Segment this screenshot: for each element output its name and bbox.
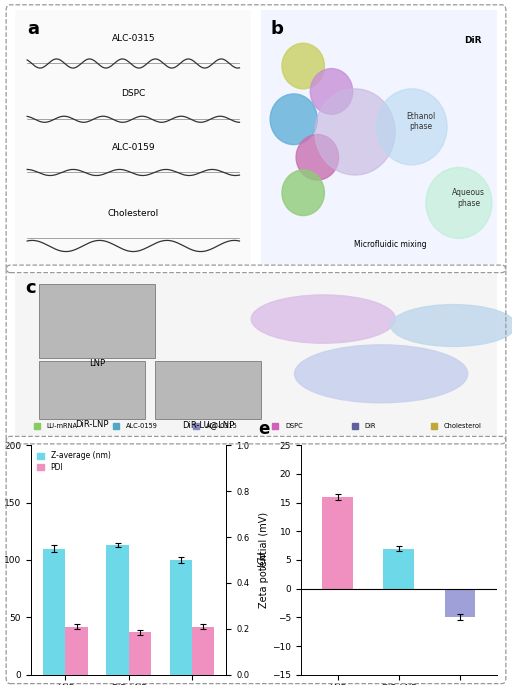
Bar: [192, 627, 214, 675]
Text: LNP: LNP: [89, 360, 105, 369]
Circle shape: [282, 170, 325, 216]
Circle shape: [310, 68, 353, 114]
Text: a: a: [27, 21, 39, 38]
Text: ALC-0315: ALC-0315: [205, 423, 238, 429]
Text: ALC-0159: ALC-0159: [112, 142, 155, 151]
Text: Cholesterol: Cholesterol: [108, 208, 159, 218]
Circle shape: [251, 295, 396, 343]
Text: Cholesterol: Cholesterol: [444, 423, 482, 429]
Text: ALC-0315: ALC-0315: [112, 34, 155, 42]
Circle shape: [391, 305, 512, 347]
Bar: [322, 497, 353, 588]
Text: LU-mRNA: LU-mRNA: [47, 423, 78, 429]
Circle shape: [270, 94, 317, 145]
Text: DiR-LU@LNP: DiR-LU@LNP: [182, 420, 234, 429]
Text: b: b: [270, 21, 283, 38]
Circle shape: [376, 89, 447, 165]
Bar: [444, 588, 475, 617]
Y-axis label: PDI: PDI: [253, 552, 264, 568]
Text: DSPC: DSPC: [121, 90, 145, 99]
FancyBboxPatch shape: [39, 284, 155, 358]
Text: Ethanol
phase: Ethanol phase: [407, 112, 436, 132]
Bar: [44, 549, 66, 675]
FancyBboxPatch shape: [155, 361, 261, 419]
Bar: [106, 545, 129, 675]
Bar: [66, 627, 88, 675]
Y-axis label: Zeta potential (mV): Zeta potential (mV): [260, 512, 269, 608]
Bar: [383, 549, 414, 588]
Circle shape: [426, 167, 492, 238]
Circle shape: [296, 134, 338, 180]
FancyBboxPatch shape: [39, 361, 145, 419]
Y-axis label: Z-average (nm): Z-average (nm): [0, 522, 1, 598]
Circle shape: [315, 89, 395, 175]
Text: DiR-LNP: DiR-LNP: [76, 420, 109, 429]
Text: Microfluidic mixing: Microfluidic mixing: [354, 240, 427, 249]
Text: c: c: [25, 279, 36, 297]
Text: DiR: DiR: [365, 423, 376, 429]
Text: DSPC: DSPC: [285, 423, 303, 429]
Legend: Z-average (nm), PDI: Z-average (nm), PDI: [34, 449, 113, 474]
Bar: [129, 632, 151, 675]
Bar: [169, 560, 192, 675]
Text: DiR: DiR: [464, 36, 482, 45]
Circle shape: [282, 43, 325, 89]
Text: Aqueous
phase: Aqueous phase: [452, 188, 485, 208]
Text: e: e: [258, 421, 269, 438]
Text: ALC-0159: ALC-0159: [126, 423, 158, 429]
Circle shape: [294, 345, 468, 403]
